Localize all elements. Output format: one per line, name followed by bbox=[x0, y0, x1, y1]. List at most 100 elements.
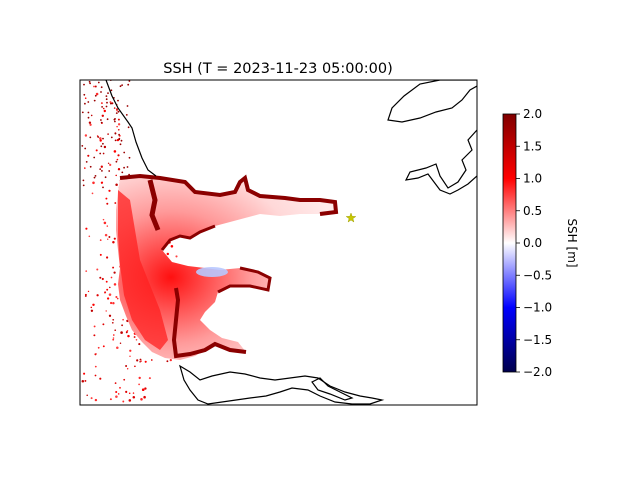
offshore-node-point bbox=[122, 400, 125, 403]
offshore-node-point bbox=[99, 253, 102, 256]
offshore-node-point bbox=[95, 353, 97, 355]
offshore-node-point bbox=[92, 303, 95, 307]
offshore-node-point bbox=[99, 137, 102, 140]
offshore-node-point bbox=[103, 221, 107, 225]
station-star-marker bbox=[345, 212, 357, 223]
offshore-node-point bbox=[94, 365, 97, 368]
offshore-node-point bbox=[82, 179, 85, 182]
offshore-node-point bbox=[90, 114, 93, 117]
offshore-node-point bbox=[116, 125, 118, 128]
offshore-node-point bbox=[99, 276, 102, 279]
offshore-node-point bbox=[113, 107, 116, 109]
offshore-node-point bbox=[109, 163, 112, 167]
offshore-node-point bbox=[84, 167, 86, 169]
coastline-south-inner bbox=[311, 377, 354, 401]
offshore-node-point bbox=[110, 136, 113, 139]
offshore-node-point bbox=[144, 387, 147, 390]
offshore-node-point bbox=[107, 238, 109, 240]
map-axes-frame bbox=[79, 79, 478, 406]
offshore-node-point bbox=[94, 94, 97, 97]
offshore-node-point bbox=[169, 358, 172, 362]
offshore-node-point bbox=[84, 134, 88, 137]
offshore-node-point bbox=[113, 118, 116, 121]
offshore-node-point bbox=[100, 165, 103, 168]
offshore-node-point bbox=[99, 168, 102, 171]
offshore-node-point bbox=[100, 102, 103, 105]
offshore-node-point bbox=[117, 118, 120, 121]
offshore-node-point bbox=[115, 112, 118, 114]
offshore-node-point bbox=[84, 97, 87, 99]
offshore-node-point bbox=[102, 323, 105, 326]
offshore-node-point bbox=[101, 277, 104, 281]
offshore-node-point bbox=[85, 227, 88, 230]
coastline-east bbox=[404, 129, 477, 195]
offshore-node-point bbox=[129, 349, 132, 352]
offshore-node-point bbox=[84, 379, 87, 382]
offshore-node-point bbox=[87, 111, 90, 114]
offshore-node-point bbox=[108, 314, 112, 317]
offshore-node-point bbox=[118, 133, 120, 136]
offshore-node-point bbox=[100, 121, 103, 124]
coastline-south bbox=[179, 364, 385, 405]
offshore-node-point bbox=[116, 158, 119, 161]
offshore-node-point bbox=[102, 186, 104, 189]
offshore-node-point bbox=[126, 368, 129, 370]
offshore-node-point bbox=[83, 372, 86, 375]
offshore-node-point bbox=[128, 392, 131, 394]
offshore-node-point bbox=[110, 89, 113, 92]
offshore-node-point bbox=[87, 116, 90, 119]
offshore-node-point bbox=[94, 374, 97, 377]
offshore-node-point bbox=[127, 83, 130, 86]
offshore-node-point bbox=[115, 174, 117, 177]
offshore-node-point bbox=[102, 152, 105, 155]
offshore-node-point bbox=[117, 123, 121, 126]
offshore-node-point bbox=[134, 365, 136, 368]
offshore-node-point bbox=[89, 123, 92, 126]
colorbar-tick-label: 1.5 bbox=[523, 139, 542, 153]
chart-title: SSH (T = 2023-11-23 05:00:00) bbox=[163, 61, 392, 77]
offshore-node-point bbox=[123, 166, 125, 169]
offshore-node-point bbox=[87, 154, 90, 157]
offshore-node-point bbox=[108, 189, 111, 192]
offshore-node-point bbox=[102, 218, 105, 221]
offshore-node-point bbox=[87, 290, 90, 293]
offshore-node-point bbox=[175, 255, 178, 258]
offshore-node-point bbox=[122, 318, 124, 321]
offshore-node-point bbox=[114, 139, 117, 142]
low-ssh-patch bbox=[196, 267, 228, 277]
offshore-node-point bbox=[102, 142, 104, 145]
offshore-node-point bbox=[127, 334, 130, 338]
offshore-node-point bbox=[108, 293, 112, 296]
offshore-node-point bbox=[81, 380, 85, 383]
offshore-node-point bbox=[127, 126, 130, 129]
offshore-node-point bbox=[109, 398, 112, 401]
offshore-node-point bbox=[82, 184, 85, 187]
offshore-node-point bbox=[100, 91, 102, 93]
offshore-node-point bbox=[104, 233, 108, 237]
offshore-node-point bbox=[116, 108, 118, 111]
coastline-west bbox=[105, 80, 157, 177]
offshore-node-point bbox=[111, 321, 114, 324]
offshore-node-point bbox=[95, 149, 98, 152]
offshore-node-point bbox=[105, 105, 108, 108]
offshore-node-point bbox=[110, 276, 113, 279]
estuary-upper-edge bbox=[119, 173, 339, 216]
offshore-node-point bbox=[121, 84, 123, 86]
offshore-node-point bbox=[104, 176, 107, 179]
offshore-node-point bbox=[125, 331, 128, 334]
offshore-node-point bbox=[93, 85, 95, 88]
offshore-node-point bbox=[120, 139, 123, 142]
colorbar-tick-label: −1.5 bbox=[523, 333, 552, 347]
offshore-node-point bbox=[100, 119, 102, 121]
offshore-node-point bbox=[128, 399, 132, 402]
offshore-node-point bbox=[91, 192, 94, 195]
offshore-node-point bbox=[133, 336, 136, 338]
offshore-node-point bbox=[94, 398, 98, 402]
offshore-node-point bbox=[101, 170, 103, 172]
offshore-node-point bbox=[115, 395, 118, 398]
offshore-node-point bbox=[109, 301, 113, 305]
offshore-node-point bbox=[125, 114, 128, 116]
colorbar-tick-label: 1.0 bbox=[523, 172, 542, 186]
offshore-node-point bbox=[106, 118, 109, 121]
